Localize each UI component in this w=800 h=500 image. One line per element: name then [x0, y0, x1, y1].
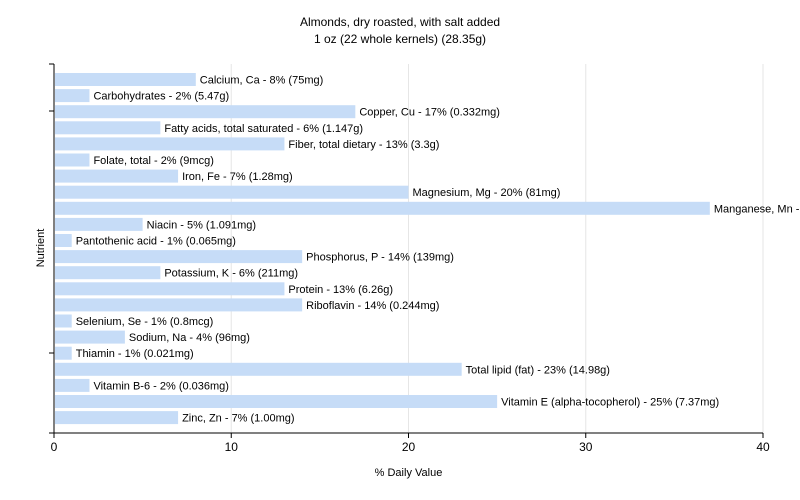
bar-label: Niacin - 5% (1.091mg): [147, 219, 256, 231]
bar: [55, 330, 125, 344]
bar: [55, 73, 196, 86]
bar-label: Fatty acids, total saturated - 6% (1.147…: [164, 123, 363, 135]
bar-label: Iron, Fe - 7% (1.28mg): [182, 171, 293, 183]
bar-label: Protein - 13% (6.26g): [288, 284, 393, 296]
bar-label: Riboflavin - 14% (0.244mg): [306, 300, 439, 312]
bar-label: Carbohydrates - 2% (5.47g): [93, 91, 229, 103]
bar-label: Manganese, Mn - 37% (0.743mg): [714, 203, 800, 215]
bar-label: Pantothenic acid - 1% (0.065mg): [76, 236, 236, 248]
y-axis-label: Nutrient: [35, 229, 47, 268]
bar-label: Total lipid (fat) - 23% (14.98g): [466, 364, 610, 376]
chart-title: Almonds, dry roasted, with salt added: [299, 15, 501, 29]
bar-label: Zinc, Zn - 7% (1.00mg): [182, 413, 294, 425]
bar: [55, 378, 90, 392]
bar: [55, 395, 498, 408]
bar: [55, 185, 409, 199]
data-labels: Calcium, Ca - 8% (75mg) Carbohydrates - 2…: [76, 75, 800, 425]
bar: [55, 298, 303, 312]
chart-subtitle: 1 oz (22 whole kernels) (28.35g): [313, 32, 487, 46]
gridlines: [230, 64, 764, 433]
bar: [55, 314, 72, 328]
x-axis-label: % Daily Value: [375, 467, 443, 479]
bar: [55, 137, 285, 151]
bar: [55, 201, 710, 215]
x-axis-ticks: 0 10 20 30 40: [51, 433, 770, 454]
bar: [55, 89, 90, 103]
bar: [55, 153, 90, 167]
bar-label: Potassium, K - 6% (211mg): [164, 268, 298, 280]
bar-label: Folate, total - 2% (9mcg): [93, 155, 213, 167]
bar-label: Calcium, Ca - 8% (75mg): [200, 75, 323, 87]
x-tick-label: 0: [51, 440, 58, 454]
bar-label: Fiber, total dietary - 13% (3.3g): [288, 139, 439, 151]
bar-label: Phosphorus, P - 14% (139mg): [306, 252, 454, 264]
bar: [55, 282, 285, 296]
bar-label: Vitamin B-6 - 2% (0.036mg): [93, 380, 229, 392]
x-tick-label: 20: [402, 440, 416, 454]
x-tick-label: 40: [756, 440, 770, 454]
bar: [55, 411, 179, 425]
bar-label: Vitamin E (alpha-tocopherol) - 25% (7.37…: [501, 397, 719, 409]
bars: [55, 73, 710, 425]
bar: [55, 121, 161, 135]
bar: [55, 217, 143, 231]
bar: [55, 362, 462, 376]
bar: [55, 169, 179, 183]
bar: [55, 250, 303, 264]
bar: [55, 105, 356, 119]
bar-label: Sodium, Na - 4% (96mg): [129, 332, 250, 344]
x-tick-label: 10: [225, 440, 239, 454]
bar-label: Thiamin - 1% (0.021mg): [76, 348, 194, 360]
bar-label: Magnesium, Mg - 20% (81mg): [413, 187, 561, 199]
bar: [55, 266, 161, 280]
bar-label: Selenium, Se - 1% (0.8mcg): [76, 316, 214, 328]
bar-label: Copper, Cu - 17% (0.332mg): [359, 107, 500, 119]
bar: [55, 234, 72, 247]
x-tick-label: 30: [579, 440, 593, 454]
y-axis-ticks: [49, 63, 54, 434]
bar: [55, 346, 72, 360]
